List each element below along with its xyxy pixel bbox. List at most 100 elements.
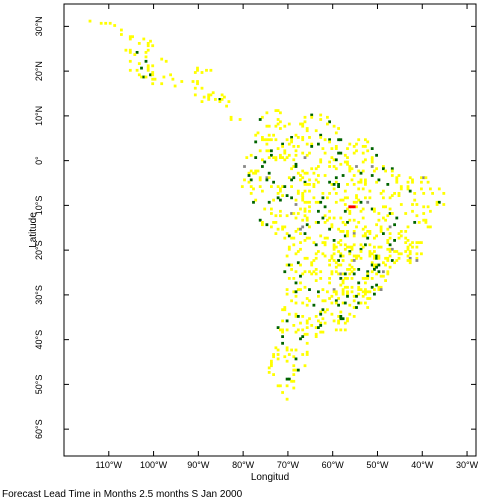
yellow-grid-point (294, 216, 298, 220)
yellow-grid-point (397, 174, 401, 177)
yellow-grid-point (377, 218, 381, 222)
yellow-grid-point (397, 236, 401, 240)
yellow-grid-point (411, 178, 414, 182)
yellow-grid-point (283, 149, 287, 153)
yellow-grid-point (287, 312, 291, 316)
yellow-grid-point (270, 185, 273, 188)
yellow-grid-point (252, 187, 255, 191)
yellow-grid-point (276, 147, 280, 150)
yellow-grid-point (137, 42, 141, 45)
yellow-grid-point (296, 189, 300, 193)
yellow-grid-point (292, 165, 296, 168)
yellow-grid-point (146, 44, 150, 48)
yellow-grid-point (373, 245, 376, 249)
yellow-grid-point (348, 268, 352, 271)
yellow-grid-point (314, 256, 318, 260)
yellow-grid-point (299, 281, 302, 285)
lat-tick-label: 10°N (34, 106, 44, 126)
yellow-grid-point (330, 301, 334, 305)
yellow-grid-point (323, 138, 327, 142)
yellow-grid-point (285, 263, 289, 267)
yellow-grid-point (323, 310, 327, 314)
yellow-grid-point (388, 247, 392, 251)
yellow-grid-point (364, 145, 367, 148)
yellow-grid-point (337, 127, 340, 130)
yellow-grid-point (303, 200, 307, 204)
yellow-grid-point (337, 263, 340, 267)
yellow-grid-point (261, 223, 264, 227)
yellow-grid-point (352, 174, 356, 177)
green-grid-point (267, 171, 271, 175)
yellow-grid-point (339, 263, 343, 267)
yellow-grid-point (274, 232, 278, 235)
green-grid-point (339, 277, 343, 280)
green-grid-point (314, 243, 318, 247)
green-grid-point (144, 59, 148, 63)
yellow-grid-point (415, 252, 419, 256)
yellow-grid-point (270, 207, 273, 211)
yellow-grid-point (290, 348, 293, 352)
green-grid-point (328, 120, 331, 124)
yellow-grid-point (296, 288, 300, 291)
yellow-grid-point (435, 200, 439, 204)
yellow-grid-point (303, 256, 307, 260)
green-grid-point (247, 174, 251, 177)
yellow-grid-point (334, 192, 338, 195)
yellow-grid-point (352, 294, 356, 298)
yellow-grid-point (135, 68, 139, 72)
yellow-grid-point (339, 162, 343, 166)
yellow-grid-point (355, 149, 358, 153)
yellow-grid-point (151, 82, 155, 86)
green-grid-point (308, 288, 311, 291)
yellow-grid-point (411, 241, 414, 244)
yellow-grid-point (337, 241, 340, 244)
yellow-grid-point (384, 218, 387, 222)
green-grid-point (321, 216, 325, 220)
green-grid-point (343, 301, 347, 305)
yellow-grid-point (279, 214, 282, 218)
gray-grid-point (303, 156, 307, 159)
yellow-grid-point (308, 225, 311, 229)
green-grid-point (290, 196, 293, 200)
yellow-grid-point (267, 133, 271, 137)
yellow-grid-point (361, 290, 365, 294)
yellow-grid-point (249, 169, 253, 173)
yellow-grid-point (368, 250, 372, 253)
x-axis-label: Longitud (251, 472, 289, 483)
green-grid-point (287, 263, 291, 267)
yellow-grid-point (279, 209, 282, 213)
yellow-grid-point (146, 48, 150, 52)
yellow-grid-point (366, 149, 370, 153)
yellow-grid-point (424, 221, 428, 224)
yellow-grid-point (370, 277, 374, 280)
yellow-grid-point (386, 256, 390, 260)
green-grid-point (339, 315, 343, 318)
green-grid-point (317, 142, 320, 146)
yellow-grid-point (133, 53, 137, 56)
yellow-grid-point (267, 138, 271, 142)
yellow-grid-point (326, 236, 329, 240)
yellow-grid-point (274, 138, 278, 142)
yellow-grid-point (285, 397, 289, 401)
yellow-grid-point (323, 321, 327, 325)
yellow-grid-point (314, 335, 318, 338)
yellow-grid-point (294, 368, 298, 372)
yellow-grid-point (364, 225, 367, 229)
red-grid-point (348, 205, 352, 209)
yellow-grid-point (323, 221, 327, 224)
yellow-grid-point (357, 169, 361, 173)
yellow-grid-point (406, 187, 410, 191)
yellow-grid-point (388, 254, 392, 258)
yellow-grid-point (283, 306, 287, 309)
map-caption: Forecast Lead Time in Months 2.5 months … (2, 489, 243, 500)
yellow-grid-point (388, 207, 392, 211)
yellow-grid-point (308, 270, 311, 274)
yellow-grid-point (144, 75, 148, 79)
yellow-grid-point (406, 259, 410, 262)
yellow-grid-point (314, 272, 318, 276)
yellow-grid-point (368, 230, 372, 233)
yellow-grid-point (301, 198, 305, 202)
yellow-grid-point (424, 176, 428, 180)
yellow-grid-point (332, 158, 336, 162)
yellow-grid-point (218, 100, 222, 103)
